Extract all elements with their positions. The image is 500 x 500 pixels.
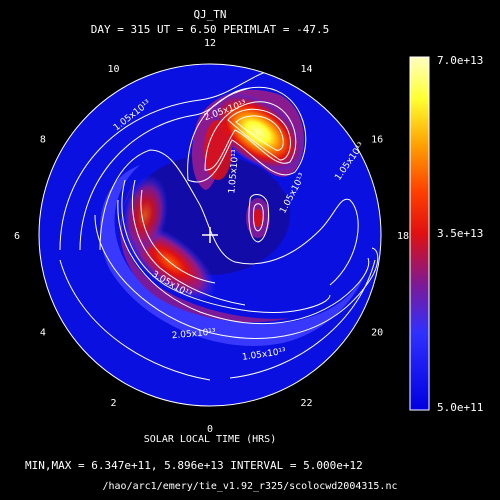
plot-subtitle: DAY = 315 UT = 6.50 PERIMLAT = -47.5 (90, 23, 330, 36)
center-marker (202, 227, 218, 243)
lt-tick-label: 16 (371, 135, 383, 146)
lt-tick-label: 0 (207, 424, 213, 435)
colorbar-label-mid: 3.5e+13 (437, 227, 484, 240)
colorbar-label-min: 5.0e+11 (437, 401, 484, 414)
lt-tick-label: 12 (204, 38, 216, 49)
lt-tick-label: 6 (14, 231, 20, 242)
file-path: /hao/arc1/emery/tie_v1.92_r325/scolocwd2… (102, 481, 398, 492)
dusk-spot-core (253, 209, 263, 227)
dayside-peak-core (212, 93, 304, 171)
lt-tick-label: 2 (110, 398, 116, 409)
plot-title: QJ_TN (193, 8, 227, 21)
lt-tick-label: 22 (300, 398, 312, 409)
lt-tick-label: 20 (371, 328, 383, 339)
disc-border (38, 63, 382, 407)
colorbar-label-max: 7.0e+13 (437, 54, 484, 67)
contour-label: 1.05x10¹³ (227, 149, 241, 194)
lt-tick-label: 10 (107, 64, 119, 75)
contour-lines (59, 67, 379, 381)
minmax-readout: MIN,MAX = 6.347e+11, 5.896e+13 INTERVAL … (25, 459, 363, 472)
lt-tick-label: 14 (300, 64, 312, 75)
local-time-ticks: 0 2 4 6 8 10 12 14 16 18 20 22 (14, 38, 409, 435)
lt-tick-label: 4 (40, 328, 46, 339)
colorbar (409, 56, 430, 411)
x-axis-label: SOLAR LOCAL TIME (HRS) (143, 434, 277, 445)
lt-tick-label: 8 (40, 135, 46, 146)
band-hotspot-2 (122, 175, 168, 255)
dayside-peak-tongue (204, 120, 232, 180)
lt-tick-label: 18 (397, 231, 409, 242)
contour-label: 2.05x10¹³ (171, 327, 216, 341)
